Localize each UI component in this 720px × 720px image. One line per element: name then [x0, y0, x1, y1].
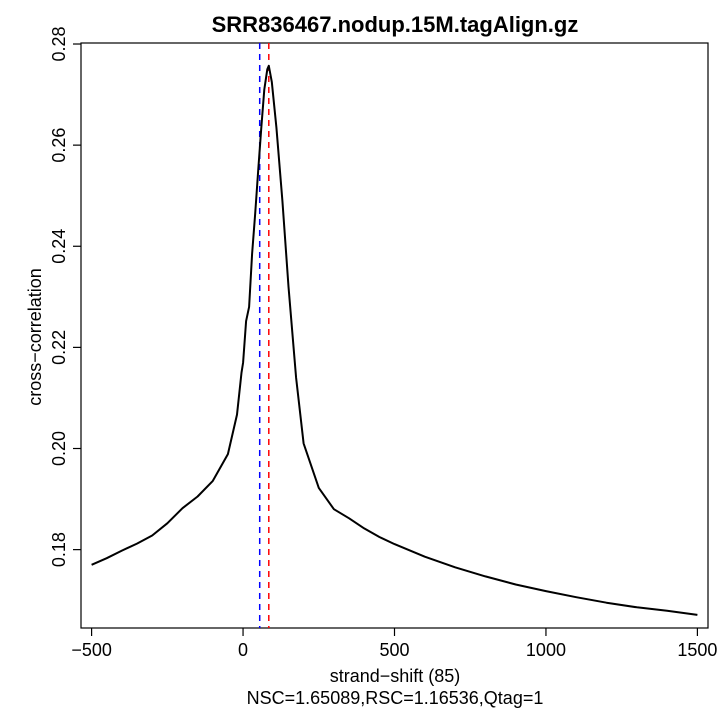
y-tick-label: 0.18	[49, 532, 69, 567]
chart-subtitle: NSC=1.65089,RSC=1.16536,Qtag=1	[247, 688, 544, 708]
x-tick-label: 1000	[526, 640, 566, 660]
y-tick-label: 0.24	[49, 229, 69, 264]
x-axis-label: strand−shift (85)	[330, 666, 461, 686]
x-tick-label: 0	[238, 640, 248, 660]
chart-title: SRR836467.nodup.15M.tagAlign.gz	[212, 12, 579, 37]
x-tick-label: −500	[71, 640, 112, 660]
x-tick-label: 500	[379, 640, 409, 660]
y-tick-label: 0.26	[49, 128, 69, 163]
y-tick-label: 0.20	[49, 431, 69, 466]
y-tick-label: 0.22	[49, 330, 69, 365]
y-tick-label: 0.28	[49, 26, 69, 61]
plot-frame	[80, 42, 709, 629]
cross-correlation-line	[91, 64, 698, 616]
y-axis-label: cross−correlation	[25, 268, 45, 406]
x-tick-label: 1500	[677, 640, 717, 660]
